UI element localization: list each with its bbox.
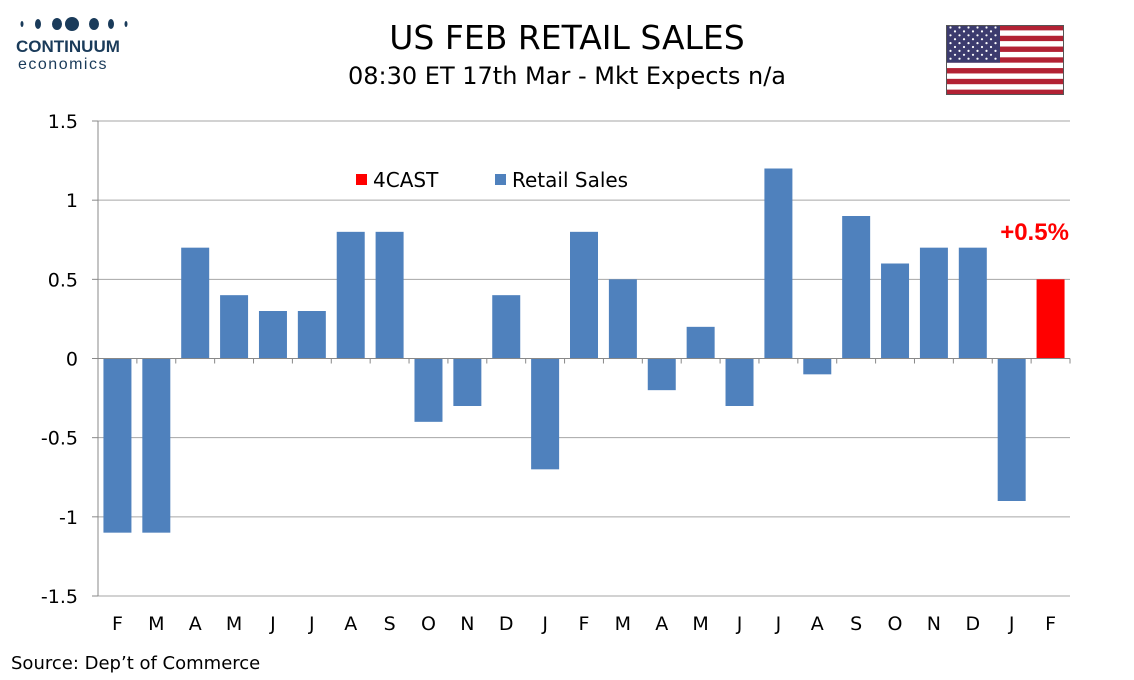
- retail-sales-bar: [453, 358, 482, 406]
- x-tick-label: M: [148, 613, 164, 635]
- retail-sales-bar: [997, 358, 1026, 501]
- legend-label: 4CAST: [373, 168, 439, 192]
- logo: CONTINUUM economics: [14, 14, 134, 76]
- x-tick-label: M: [615, 613, 631, 635]
- retail-sales-bar: [142, 358, 171, 533]
- y-tick-label: -1.5: [41, 586, 78, 608]
- retail-sales-bar: [881, 263, 910, 359]
- y-tick-label: 0.5: [48, 269, 78, 291]
- x-tick-label: J: [1008, 613, 1015, 635]
- x-tick-label: A: [189, 613, 202, 635]
- legend-swatch: [356, 174, 367, 185]
- retail-sales-bar: [647, 358, 676, 391]
- y-tick-label: -0.5: [41, 428, 78, 450]
- y-tick-label: 1.5: [48, 111, 78, 133]
- x-tick-label: A: [811, 613, 824, 635]
- logo-name: CONTINUUM: [16, 37, 120, 56]
- x-tick-label: J: [308, 613, 315, 635]
- retail-sales-bar: [725, 358, 754, 406]
- x-tick-label: N: [460, 613, 474, 635]
- retail-sales-bar: [336, 231, 365, 359]
- source-note: Source: Dep’t of Commerce: [11, 653, 261, 674]
- x-tick-label: F: [112, 613, 123, 635]
- retail-sales-bar: [181, 247, 210, 359]
- x-tick-label: F: [1045, 613, 1056, 635]
- retail-sales-bar: [531, 358, 560, 470]
- retail-sales-bar: [803, 358, 832, 375]
- retail-sales-bar: [375, 231, 404, 359]
- x-tick-label: S: [850, 613, 862, 635]
- retail-sales-bar: [608, 279, 637, 359]
- x-tick-label: A: [655, 613, 668, 635]
- x-tick-label: S: [384, 613, 396, 635]
- us-flag-icon: [946, 25, 1064, 95]
- y-tick-label: -1: [59, 507, 78, 529]
- retail-sales-bar: [297, 311, 326, 359]
- retail-sales-bar: [103, 358, 132, 533]
- x-tick-label: J: [269, 613, 276, 635]
- x-tick-label: N: [927, 613, 941, 635]
- logo-sub: economics: [18, 56, 108, 73]
- x-tick-label: M: [226, 613, 242, 635]
- retail-sales-bar: [842, 216, 871, 359]
- x-tick-label: D: [965, 613, 980, 635]
- retail-sales-bar: [570, 231, 598, 359]
- retail-sales-bar: [958, 247, 987, 359]
- retail-sales-bar: [919, 247, 948, 359]
- forecast-bar: [1036, 279, 1065, 359]
- x-tick-label: O: [421, 613, 436, 635]
- y-tick-label: 1: [66, 190, 78, 212]
- retail-sales-bar: [686, 326, 715, 359]
- x-tick-label: J: [775, 613, 782, 635]
- y-tick-label: 0: [66, 349, 78, 371]
- retail-sales-bar: [492, 295, 521, 359]
- retail-sales-bar: [258, 311, 287, 359]
- legend-swatch: [495, 174, 506, 185]
- chart-subtitle: 08:30 ET 17th Mar - Mkt Expects n/a: [348, 62, 786, 90]
- logo-dots-icon: [20, 17, 128, 31]
- retail-sales-bar: [414, 358, 443, 422]
- x-tick-label: J: [541, 613, 548, 635]
- x-tick-label: D: [499, 613, 514, 635]
- retail-sales-bar: [220, 295, 249, 359]
- legend-label: Retail Sales: [512, 168, 628, 192]
- forecast-annotation: +0.5%: [1000, 219, 1069, 246]
- chart-title: US FEB RETAIL SALES: [389, 18, 745, 57]
- x-tick-label: F: [579, 613, 590, 635]
- x-tick-label: O: [888, 613, 903, 635]
- retail-sales-bar: [764, 168, 793, 359]
- x-tick-label: J: [736, 613, 743, 635]
- x-tick-label: M: [692, 613, 708, 635]
- x-tick-label: A: [344, 613, 357, 635]
